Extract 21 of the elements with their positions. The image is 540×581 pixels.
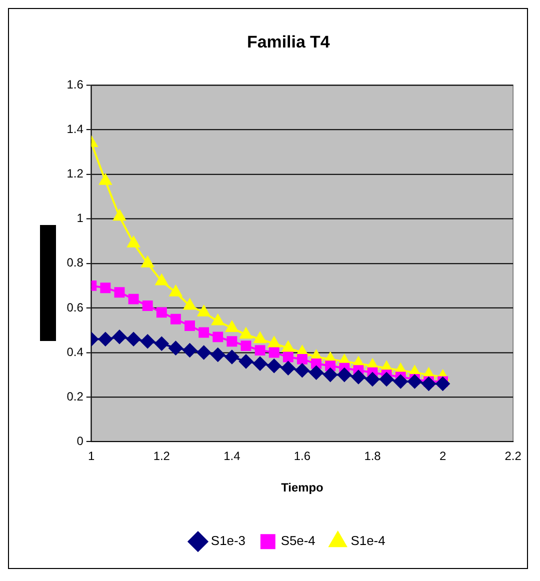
y-tick-label: 0.4 [66,344,84,359]
y-tick-label: 0 [76,434,84,448]
x-tick-label: 1.6 [294,449,311,464]
x-tick-label: 2.2 [504,449,522,464]
x-tick-label: 1 [88,449,96,464]
y-tick-label: 1 [76,211,84,226]
y-tick-label: 0.8 [66,256,84,270]
legend-label: S1e-3 [210,533,246,548]
x-tick-label: 1.2 [153,449,170,464]
y-tick-label: 0.6 [66,300,84,314]
x-tick-label: 1.4 [224,449,241,464]
x-axis-title: Tiempo [281,480,324,494]
legend-label: S1e-4 [350,533,386,548]
x-tick-label: 1.8 [364,449,382,464]
y-tick-label: 1.4 [66,122,84,136]
y-tick-label: 1.6 [66,77,84,92]
y-tick-label: 1.2 [66,166,84,181]
legend-label: S5e-4 [280,533,316,548]
y-tick-label: 0.2 [66,389,84,404]
chart-title: Familia T4 [247,32,330,52]
x-tick-label: 2 [439,449,446,464]
